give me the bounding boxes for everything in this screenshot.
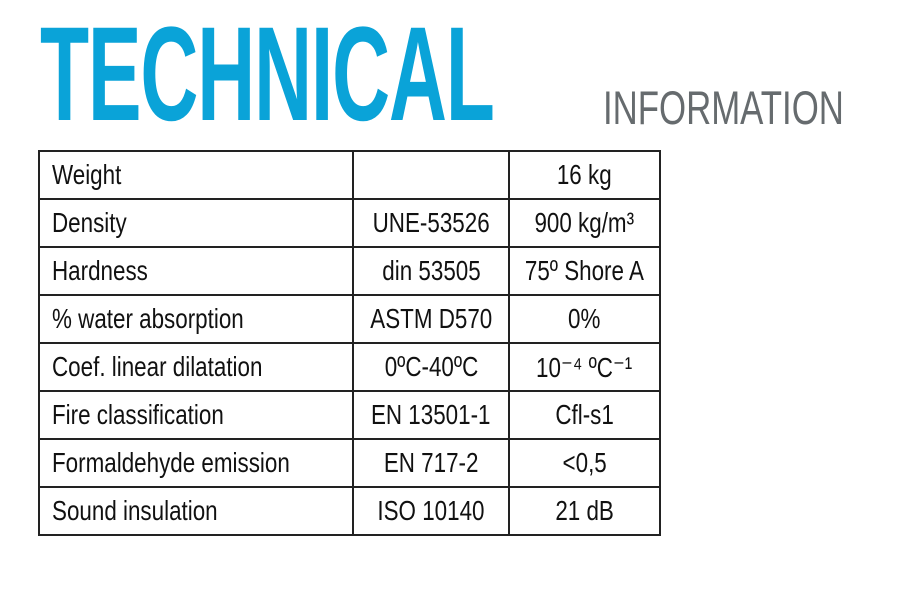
standard-cell: 0ºC-40ºC: [352, 342, 511, 392]
value-cell: 900 kg/m³: [508, 198, 661, 248]
standard-cell: [352, 150, 511, 200]
value-cell: 16 kg: [508, 150, 661, 200]
property-cell: Formaldehyde emission: [37, 438, 355, 488]
page-title: TECHNICAL: [40, 0, 495, 149]
table-row: % water absorption ASTM D570 0%: [37, 294, 661, 344]
property-cell: Weight: [37, 150, 355, 200]
property-cell: Fire classification: [37, 390, 355, 440]
table-row: Sound insulation ISO 10140 21 dB: [37, 486, 661, 536]
value-cell-text: 10⁻⁴ ºC⁻¹: [536, 351, 633, 383]
page-subtitle: INFORMATION: [603, 81, 844, 134]
technical-info-table: Weight 16 kg Density UNE-53526 900 kg/m³ Hard…: [37, 150, 661, 536]
standard-cell-text: EN 717-2: [383, 447, 479, 478]
standard-cell: ISO 10140: [352, 486, 511, 536]
property-cell: Sound insulation: [37, 486, 355, 536]
property-cell-text: Fire classification: [52, 399, 224, 430]
property-cell: Hardness: [37, 246, 355, 296]
property-cell-text: Weight: [52, 159, 122, 190]
property-cell-text: Sound insulation: [52, 495, 218, 526]
standard-cell: EN 717-2: [352, 438, 511, 488]
table-row: Hardness din 53505 75º Shore A: [37, 246, 661, 296]
property-cell-text: Coef. linear dilatation: [52, 351, 263, 382]
standard-cell-text: EN 13501-1: [371, 399, 491, 430]
value-cell-text: 75º Shore A: [525, 255, 645, 286]
value-cell-text: Cfl-s1: [555, 399, 614, 430]
table-row: Formaldehyde emission EN 717-2 <0,5: [37, 438, 661, 488]
property-cell-text: % water absorption: [52, 303, 244, 334]
standard-cell: ASTM D570: [352, 294, 511, 344]
value-cell-text: 0%: [568, 303, 601, 334]
property-cell-text: Hardness: [52, 255, 148, 286]
property-cell-text: Formaldehyde emission: [52, 447, 290, 478]
value-cell: 10⁻⁴ ºC⁻¹: [508, 342, 661, 392]
standard-cell-text: 0ºC-40ºC: [384, 351, 478, 382]
value-cell: 21 dB: [508, 486, 661, 536]
property-cell: Coef. linear dilatation: [37, 342, 355, 392]
standard-cell-text: ISO 10140: [377, 495, 485, 526]
value-cell: <0,5: [508, 438, 661, 488]
value-cell-text: 900 kg/m³: [534, 207, 635, 238]
property-cell: Density: [37, 198, 355, 248]
standard-cell: UNE-53526: [352, 198, 511, 248]
table-row: Coef. linear dilatation 0ºC-40ºC 10⁻⁴ ºC⁻¹: [37, 342, 661, 392]
property-cell: % water absorption: [37, 294, 355, 344]
standard-cell-text: ASTM D570: [370, 303, 493, 334]
standard-cell-text: din 53505: [381, 255, 481, 286]
standard-cell: din 53505: [352, 246, 511, 296]
value-cell-text: <0,5: [562, 447, 607, 478]
property-cell-text: Density: [52, 207, 127, 238]
table-row: Weight 16 kg: [37, 150, 661, 200]
value-cell-text: 21 dB: [555, 495, 614, 526]
table-row: Density UNE-53526 900 kg/m³: [37, 198, 661, 248]
standard-cell-text: UNE-53526: [372, 207, 490, 238]
value-cell: Cfl-s1: [508, 390, 661, 440]
value-cell: 0%: [508, 294, 661, 344]
table-row: Fire classification EN 13501-1 Cfl-s1: [37, 390, 661, 440]
value-cell: 75º Shore A: [508, 246, 661, 296]
value-cell-text: 16 kg: [557, 159, 612, 190]
standard-cell: EN 13501-1: [352, 390, 511, 440]
